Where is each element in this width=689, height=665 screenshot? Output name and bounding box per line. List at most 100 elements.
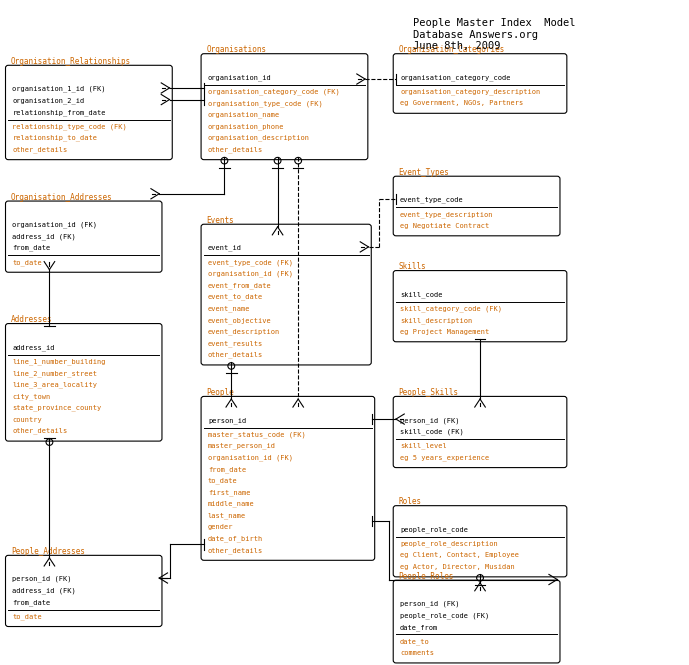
- FancyBboxPatch shape: [201, 224, 371, 365]
- Text: event_description: event_description: [208, 329, 280, 335]
- Text: organisation_type_code (FK): organisation_type_code (FK): [208, 100, 322, 106]
- Text: event_type_code (FK): event_type_code (FK): [208, 259, 293, 265]
- Text: event_type_code: event_type_code: [400, 197, 464, 203]
- Text: address_id: address_id: [12, 344, 55, 350]
- Text: person_id (FK): person_id (FK): [12, 576, 72, 583]
- Text: master_status_code (FK): master_status_code (FK): [208, 431, 306, 438]
- FancyBboxPatch shape: [201, 54, 368, 160]
- Text: eg Government, NGOs, Partners: eg Government, NGOs, Partners: [400, 100, 524, 106]
- FancyBboxPatch shape: [6, 324, 162, 441]
- Text: skill_code (FK): skill_code (FK): [400, 428, 464, 435]
- Text: event_objective: event_objective: [208, 317, 271, 324]
- Text: Organisation_Categories: Organisation_Categories: [399, 45, 505, 55]
- Text: organisation_2_id: organisation_2_id: [12, 97, 85, 104]
- Text: skill_code: skill_code: [400, 291, 442, 298]
- Text: people_role_description: people_role_description: [400, 541, 498, 547]
- Text: gender: gender: [208, 524, 234, 530]
- Text: organisation_id (FK): organisation_id (FK): [208, 454, 293, 461]
- Text: Organisation_Addresses: Organisation_Addresses: [11, 193, 113, 201]
- Text: person_id (FK): person_id (FK): [400, 600, 460, 607]
- Text: People: People: [207, 388, 234, 397]
- Text: last_name: last_name: [208, 512, 246, 519]
- Text: skill_description: skill_description: [400, 317, 473, 324]
- Text: People_Addresses: People_Addresses: [11, 547, 85, 556]
- FancyBboxPatch shape: [6, 65, 172, 160]
- Text: address_id (FK): address_id (FK): [12, 233, 76, 240]
- Text: eg Actor, Director, Musidan: eg Actor, Director, Musidan: [400, 564, 515, 570]
- FancyBboxPatch shape: [393, 580, 560, 663]
- Text: person_id: person_id: [208, 417, 246, 424]
- Text: skill_category_code (FK): skill_category_code (FK): [400, 305, 502, 312]
- Text: Skills: Skills: [399, 262, 426, 271]
- Text: first_name: first_name: [208, 489, 250, 495]
- Text: from_date: from_date: [12, 245, 50, 251]
- FancyBboxPatch shape: [393, 271, 567, 342]
- Text: person_id (FK): person_id (FK): [400, 417, 460, 424]
- FancyBboxPatch shape: [393, 54, 567, 113]
- Text: line_1_number_building: line_1_number_building: [12, 358, 106, 365]
- Text: other_details: other_details: [208, 352, 263, 358]
- Text: organisation_description: organisation_description: [208, 135, 310, 142]
- Text: event_to_date: event_to_date: [208, 294, 263, 301]
- Text: eg 5 years_experience: eg 5 years_experience: [400, 454, 489, 461]
- Text: organisation_category_code (FK): organisation_category_code (FK): [208, 88, 340, 95]
- Text: city_town: city_town: [12, 393, 50, 400]
- Text: line_2_number_street: line_2_number_street: [12, 370, 97, 376]
- Text: organisation_1_id (FK): organisation_1_id (FK): [12, 86, 106, 92]
- Text: organisation_id (FK): organisation_id (FK): [12, 221, 97, 228]
- Text: event_name: event_name: [208, 305, 250, 312]
- Text: master_person_id: master_person_id: [208, 443, 276, 450]
- Text: organisation_id (FK): organisation_id (FK): [208, 271, 293, 277]
- Text: state_province_county: state_province_county: [12, 405, 101, 412]
- Text: country: country: [12, 416, 42, 422]
- Text: People_Skills: People_Skills: [399, 388, 459, 397]
- Text: Event_Types: Event_Types: [399, 168, 450, 177]
- Text: Organisation_Relationships: Organisation_Relationships: [11, 57, 131, 66]
- Text: People Master Index  Model
Database Answers.org
June 8th, 2009: People Master Index Model Database Answe…: [413, 18, 575, 51]
- Text: comments: comments: [400, 650, 434, 656]
- Text: relationship_from_date: relationship_from_date: [12, 109, 106, 116]
- Text: to_date: to_date: [208, 477, 238, 484]
- Text: Roles: Roles: [399, 497, 422, 506]
- Text: Addresses: Addresses: [11, 315, 52, 325]
- Text: other_details: other_details: [208, 146, 263, 153]
- Text: event_results: event_results: [208, 340, 263, 346]
- Text: Events: Events: [207, 216, 234, 225]
- Text: organisation_category_code: organisation_category_code: [400, 74, 511, 81]
- Text: Organisations: Organisations: [207, 45, 267, 55]
- Text: organisation_phone: organisation_phone: [208, 123, 285, 130]
- Text: date_to: date_to: [400, 638, 430, 645]
- Text: from_date: from_date: [12, 599, 50, 606]
- Text: middle_name: middle_name: [208, 501, 255, 507]
- Text: from_date: from_date: [208, 466, 246, 473]
- Text: other_details: other_details: [12, 146, 68, 153]
- FancyBboxPatch shape: [393, 396, 567, 467]
- FancyBboxPatch shape: [201, 396, 375, 561]
- Text: people_role_code: people_role_code: [400, 526, 468, 533]
- FancyBboxPatch shape: [6, 555, 162, 626]
- Text: date_of_birth: date_of_birth: [208, 535, 263, 542]
- Text: People_Roles: People_Roles: [399, 572, 454, 581]
- Text: relationship_to_date: relationship_to_date: [12, 135, 97, 142]
- Text: line_3_area_locality: line_3_area_locality: [12, 382, 97, 388]
- Text: people_role_code (FK): people_role_code (FK): [400, 612, 489, 619]
- Text: address_id (FK): address_id (FK): [12, 587, 76, 594]
- Text: eg Negotiate Contract: eg Negotiate Contract: [400, 223, 489, 229]
- FancyBboxPatch shape: [6, 201, 162, 272]
- Text: date_from: date_from: [400, 624, 438, 630]
- Text: organisation_category_description: organisation_category_description: [400, 88, 540, 95]
- Text: eg Project Management: eg Project Management: [400, 329, 489, 335]
- Text: other_details: other_details: [208, 547, 263, 554]
- Text: to_date: to_date: [12, 259, 42, 265]
- FancyBboxPatch shape: [393, 176, 560, 236]
- Text: skill_level: skill_level: [400, 443, 447, 450]
- Text: organisation_name: organisation_name: [208, 112, 280, 118]
- Text: event_id: event_id: [208, 245, 242, 251]
- Text: relationship_type_code (FK): relationship_type_code (FK): [12, 123, 127, 130]
- Text: eg Client, Contact, Employee: eg Client, Contact, Employee: [400, 553, 519, 559]
- Text: event_from_date: event_from_date: [208, 282, 271, 289]
- FancyBboxPatch shape: [393, 505, 567, 577]
- Text: other_details: other_details: [12, 428, 68, 434]
- Text: organisation_id: organisation_id: [208, 74, 271, 81]
- Text: to_date: to_date: [12, 613, 42, 620]
